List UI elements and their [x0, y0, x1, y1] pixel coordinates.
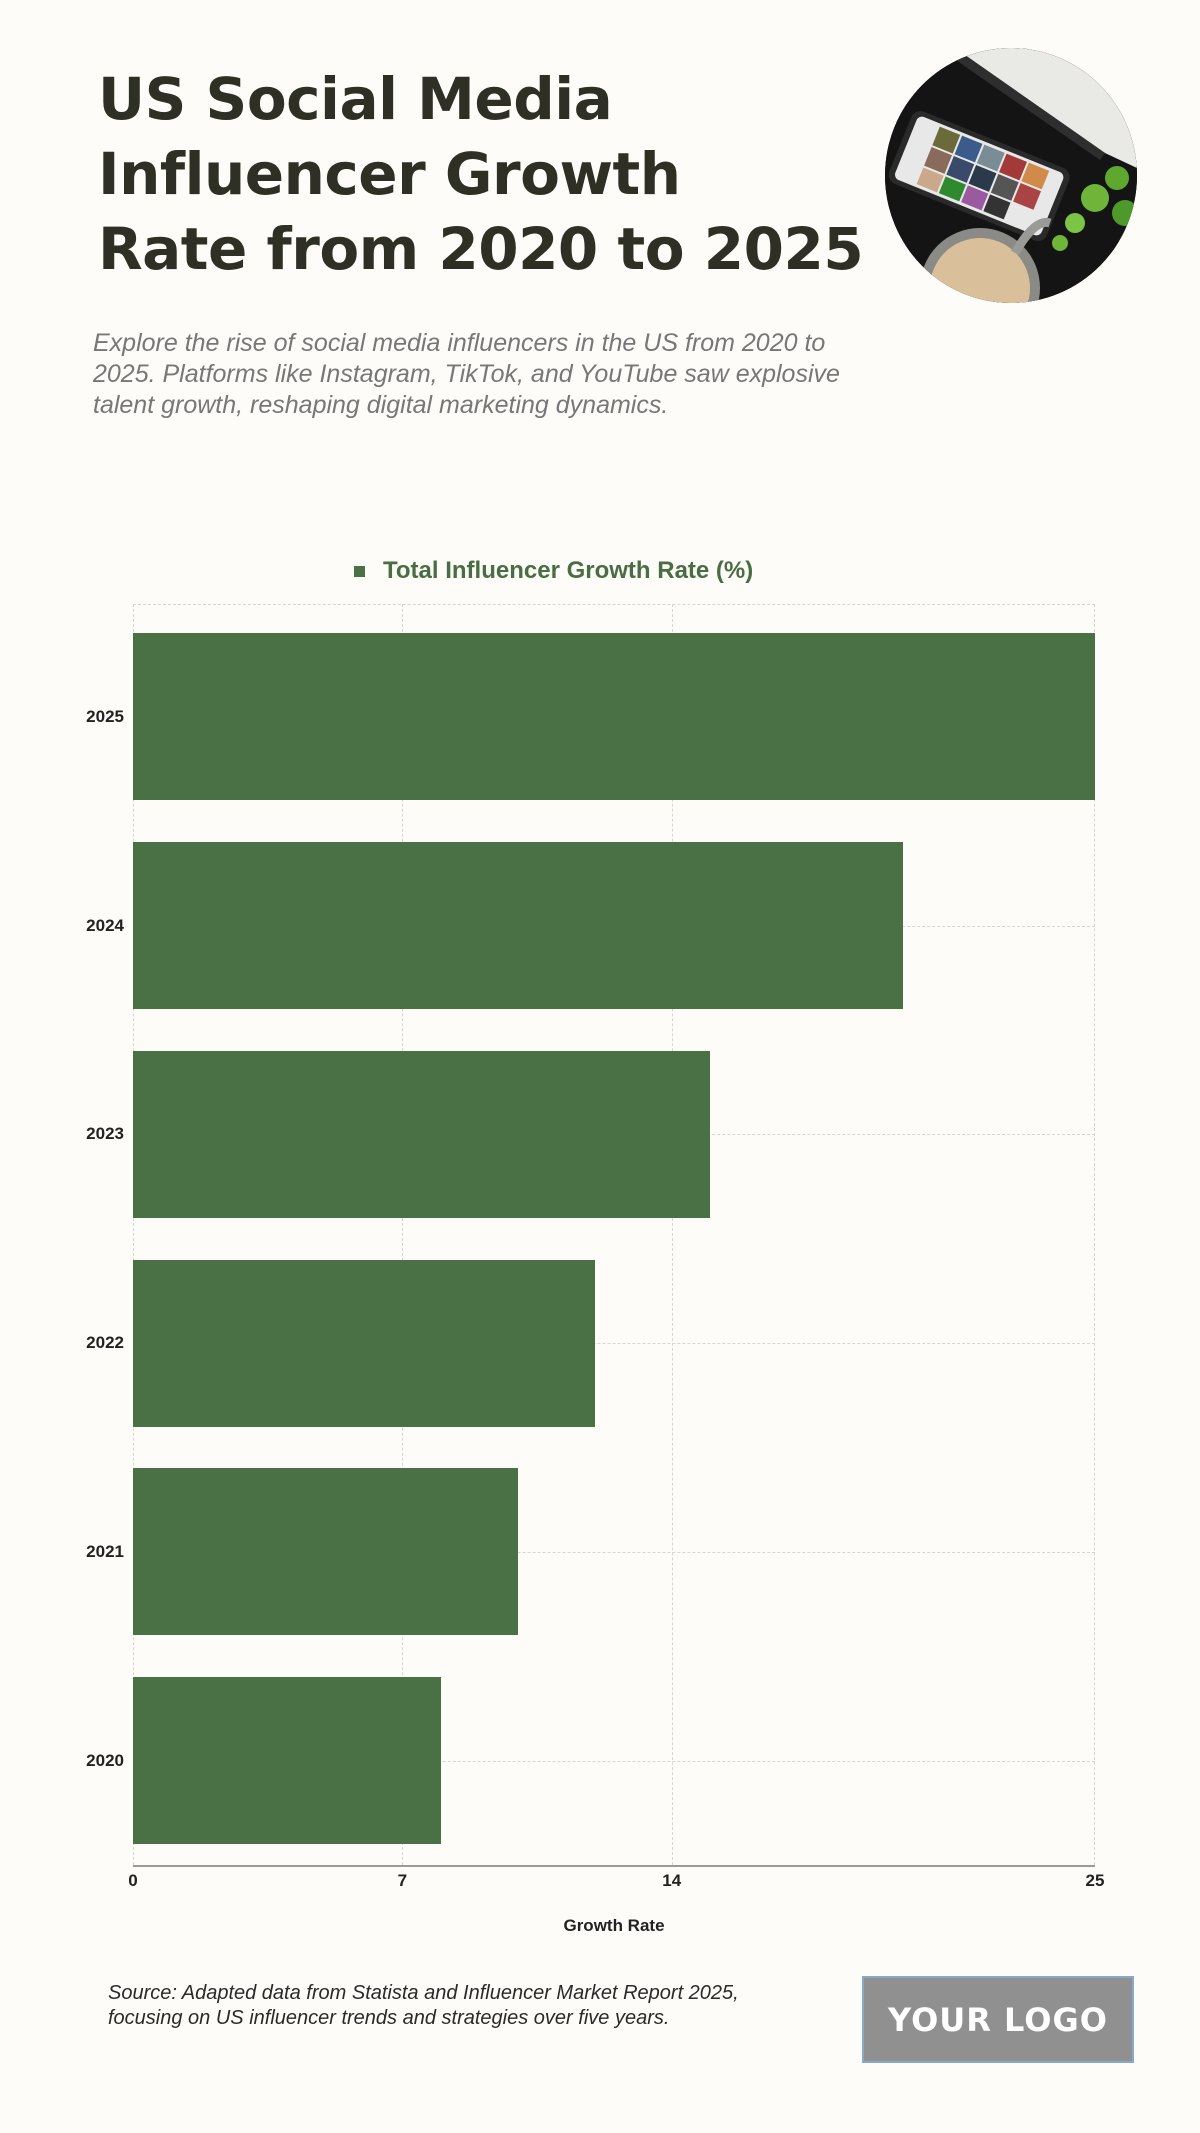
horizontal-gridline	[133, 1551, 1095, 1553]
logo-placeholder: YOUR LOGO	[862, 1976, 1134, 2063]
vertical-gridline	[1094, 604, 1095, 1865]
x-axis-line	[133, 1865, 1095, 1867]
bar-2020	[133, 1677, 441, 1845]
title-line-2: Influencer Growth	[98, 140, 681, 208]
page-title: US Social Media Influencer Growth Rate f…	[98, 62, 898, 287]
source-note: Source: Adapted data from Statista and I…	[108, 1982, 739, 2029]
vertical-gridline	[133, 604, 134, 1865]
plot-top-gridline	[133, 604, 1095, 605]
y-tick-label: 2020	[86, 1750, 124, 1770]
chart-legend: Total Influencer Growth Rate (%)	[354, 553, 753, 589]
horizontal-gridline	[133, 1760, 1095, 1762]
bar-2025	[133, 633, 1095, 801]
bar-2023	[133, 1050, 711, 1218]
x-tick-label: 0	[128, 1871, 138, 1890]
title-line-1: US Social Media	[98, 65, 613, 133]
bar-2024	[133, 842, 903, 1010]
x-tick-label: 7	[397, 1871, 408, 1890]
vertical-gridline	[671, 604, 673, 1865]
x-axis-title: Growth Rate	[563, 1916, 665, 1935]
legend-label: Total Influencer Growth Rate (%)	[383, 557, 754, 584]
x-tick-label: 25	[1085, 1871, 1105, 1890]
hero-image	[885, 48, 1137, 303]
legend-swatch-icon	[354, 565, 365, 577]
phone-photo-icon	[885, 48, 1137, 303]
horizontal-gridline	[133, 1343, 1095, 1345]
subtitle: Explore the rise of social media influen…	[93, 329, 840, 419]
bar-chart-plot	[133, 604, 1095, 1865]
title-line-3: Rate from 2020 to 2025	[98, 215, 864, 283]
y-tick-label: 2021	[86, 1541, 124, 1561]
bar-2021	[133, 1468, 518, 1636]
y-tick-label: 2025	[86, 706, 124, 726]
y-tick-label: 2024	[86, 915, 124, 935]
vertical-gridline	[402, 604, 404, 1865]
y-tick-label: 2023	[86, 1124, 124, 1144]
bar-2022	[133, 1259, 595, 1427]
y-tick-label: 2022	[86, 1333, 124, 1353]
x-tick-label: 14	[662, 1871, 682, 1890]
